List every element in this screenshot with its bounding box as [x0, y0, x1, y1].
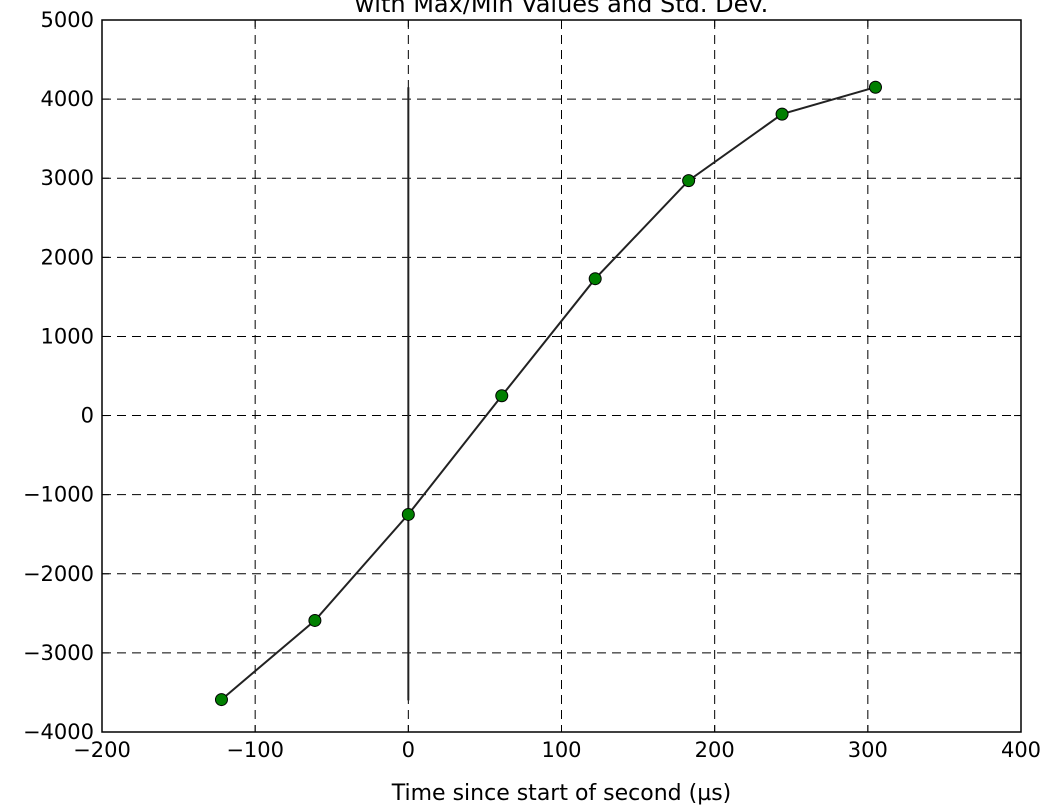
chart-title: with Max/Min Values and Std. Dev.	[355, 0, 769, 18]
x-tick-label: 100	[541, 738, 581, 762]
y-tick-label: 3000	[41, 166, 94, 190]
data-points	[214, 80, 882, 707]
y-axis-ticks: −4000 −3000 −2000 −1000 0 1000 2000 3000 4000 500…	[23, 8, 1021, 744]
y-tick-label: −3000	[23, 641, 94, 665]
y-tick-label: 4000	[41, 87, 94, 111]
x-tick-label: 300	[848, 738, 888, 762]
data-point	[775, 107, 789, 121]
data-point	[495, 389, 509, 403]
y-tick-label: −1000	[23, 483, 94, 507]
y-tick-label: 1000	[41, 324, 94, 348]
y-tick-label: −2000	[23, 562, 94, 586]
y-tick-label: 0	[81, 404, 94, 428]
data-point	[868, 80, 882, 94]
y-tick-label: 5000	[41, 8, 94, 32]
x-tick-label: −200	[73, 738, 131, 762]
series-lines	[220, 86, 876, 701]
x-tick-label: 400	[1001, 738, 1041, 762]
data-point	[401, 507, 415, 521]
data-point	[588, 272, 602, 286]
x-tick-label: −100	[226, 738, 284, 762]
x-tick-label: 200	[695, 738, 735, 762]
data-point	[308, 613, 322, 627]
y-tick-label: 2000	[41, 245, 94, 269]
y-tick-label: −4000	[23, 720, 94, 744]
grid-lines	[102, 20, 1021, 732]
series-line	[220, 86, 876, 701]
x-tick-label: 0	[402, 738, 415, 762]
data-point	[214, 693, 228, 707]
data-point	[682, 174, 696, 188]
x-axis-ticks: −200 −100 0 100 200 300 400	[73, 20, 1041, 762]
x-axis-label: Time since start of second (µs)	[391, 781, 732, 806]
